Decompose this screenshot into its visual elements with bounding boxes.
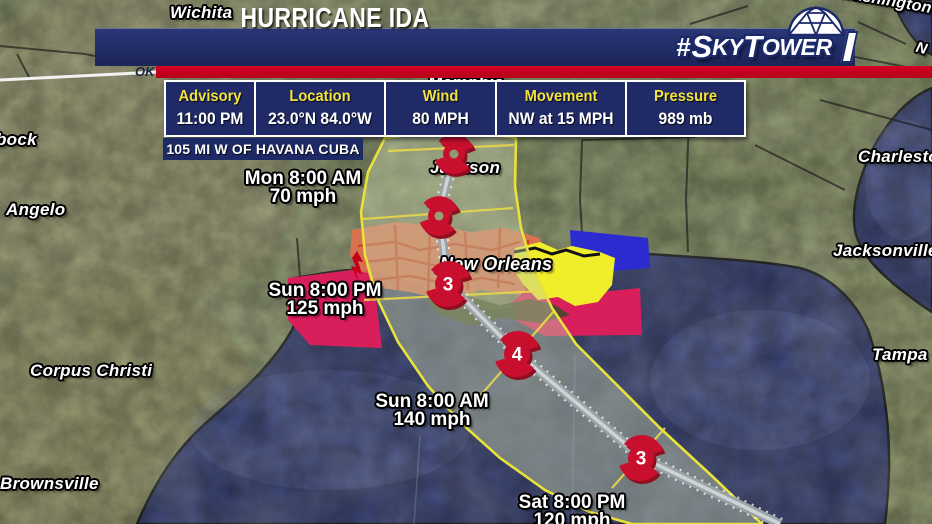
stat-value: 11:00 PM (176, 109, 244, 128)
logo-letter-t: T (743, 29, 763, 64)
title-bar (95, 28, 855, 66)
city-label-san-angelo: Angelo (6, 200, 66, 219)
forecast-label-sun-8am: Sun 8:00 AM 140 mph (357, 391, 507, 430)
stat-label: Movement (524, 88, 598, 105)
city-label-wichita: Wichita (170, 3, 233, 22)
forecast-wind: 70 mph (269, 186, 337, 207)
stat-movement: Movement NW at 15 MPH (495, 82, 625, 135)
logo-letters-ower: OWER (762, 33, 832, 60)
category-number: 4 (512, 345, 523, 366)
warning-bolt-marker (351, 251, 363, 283)
forecast-time: Sat 8:00 PM (518, 492, 626, 513)
logo-letters-ky: KY (712, 33, 744, 60)
highway-line (0, 70, 158, 82)
stat-label: Wind (422, 88, 459, 105)
hurricane-warning-pink-west (288, 270, 382, 348)
category-number: 3 (636, 449, 647, 470)
city-label-tampa: Tampa (872, 345, 928, 364)
forecast-label-sun-8pm: Sun 8:00 PM 125 mph (250, 280, 400, 319)
distance-banner: 105 MI W OF HAVANA CUBA (163, 138, 363, 160)
city-label-brownsville: Brownsville (0, 474, 99, 493)
forecast-time: Mon 8:00 AM (244, 168, 362, 189)
storm-icon-sun-8am-cat4: 4 (495, 331, 542, 380)
stat-wind: Wind 80 MPH (384, 82, 495, 135)
storm-icon-sat-8pm-cat3: 3 (619, 435, 666, 484)
storm-icon-mon-8pm-ts (434, 134, 476, 177)
forecast-wind: 120 mph (533, 510, 611, 524)
city-label-jacksonville: Jacksonville (833, 241, 932, 260)
stat-label: Pressure (653, 88, 718, 105)
mississippi-coastline (513, 246, 601, 258)
advisory-stats-table: Advisory 11:00 PM Location 23.0°N 84.0°W… (164, 80, 746, 137)
stat-label: Advisory (178, 88, 242, 105)
city-label-lubbock: bock (0, 130, 37, 149)
storm-watch-yellow (512, 242, 615, 306)
radar-dome-icon (787, 5, 845, 37)
stat-location: Location 23.0°N 84.0°W (254, 82, 384, 135)
forecast-wind: 140 mph (393, 409, 471, 430)
stat-value: 80 MPH (412, 109, 469, 128)
forecast-time: Sun 8:00 PM (268, 280, 382, 301)
page-title: HURRICANE IDA (240, 2, 430, 33)
state-label-ok: OK (135, 64, 155, 79)
forecast-wind: 125 mph (286, 298, 364, 319)
forecast-time: Sun 8:00 AM (375, 391, 489, 412)
city-label-new-orleans: New Orleans (440, 254, 553, 274)
graticule-lines (413, 354, 576, 524)
storm-icon-sun-8pm-cat3: 3 (426, 261, 473, 310)
red-stripe (156, 66, 932, 78)
city-label-corpus-christi: Corpus Christi (30, 361, 153, 380)
forecast-label-mon-8am: Mon 8:00 AM 70 mph (228, 168, 378, 207)
city-label-charleston: Charleston (858, 147, 932, 166)
stat-value: 989 mb (658, 109, 713, 128)
logo-letter-s: S (691, 29, 713, 64)
stat-value: 23.0°N 84.0°W (268, 109, 372, 128)
forecast-label-sat-8pm: Sat 8:00 PM 120 mph (497, 492, 647, 524)
stat-pressure: Pressure 989 mb (625, 82, 744, 135)
stat-label: Location (289, 88, 351, 105)
stat-advisory: Advisory 11:00 PM (166, 82, 254, 135)
storm-icon-mon-8am-ts (419, 196, 461, 239)
category-number: 3 (443, 275, 454, 296)
skytower-logo: # S KY T OWER (676, 27, 858, 67)
logo-hash: # (676, 31, 691, 62)
stat-value: NW at 15 MPH (508, 109, 614, 128)
